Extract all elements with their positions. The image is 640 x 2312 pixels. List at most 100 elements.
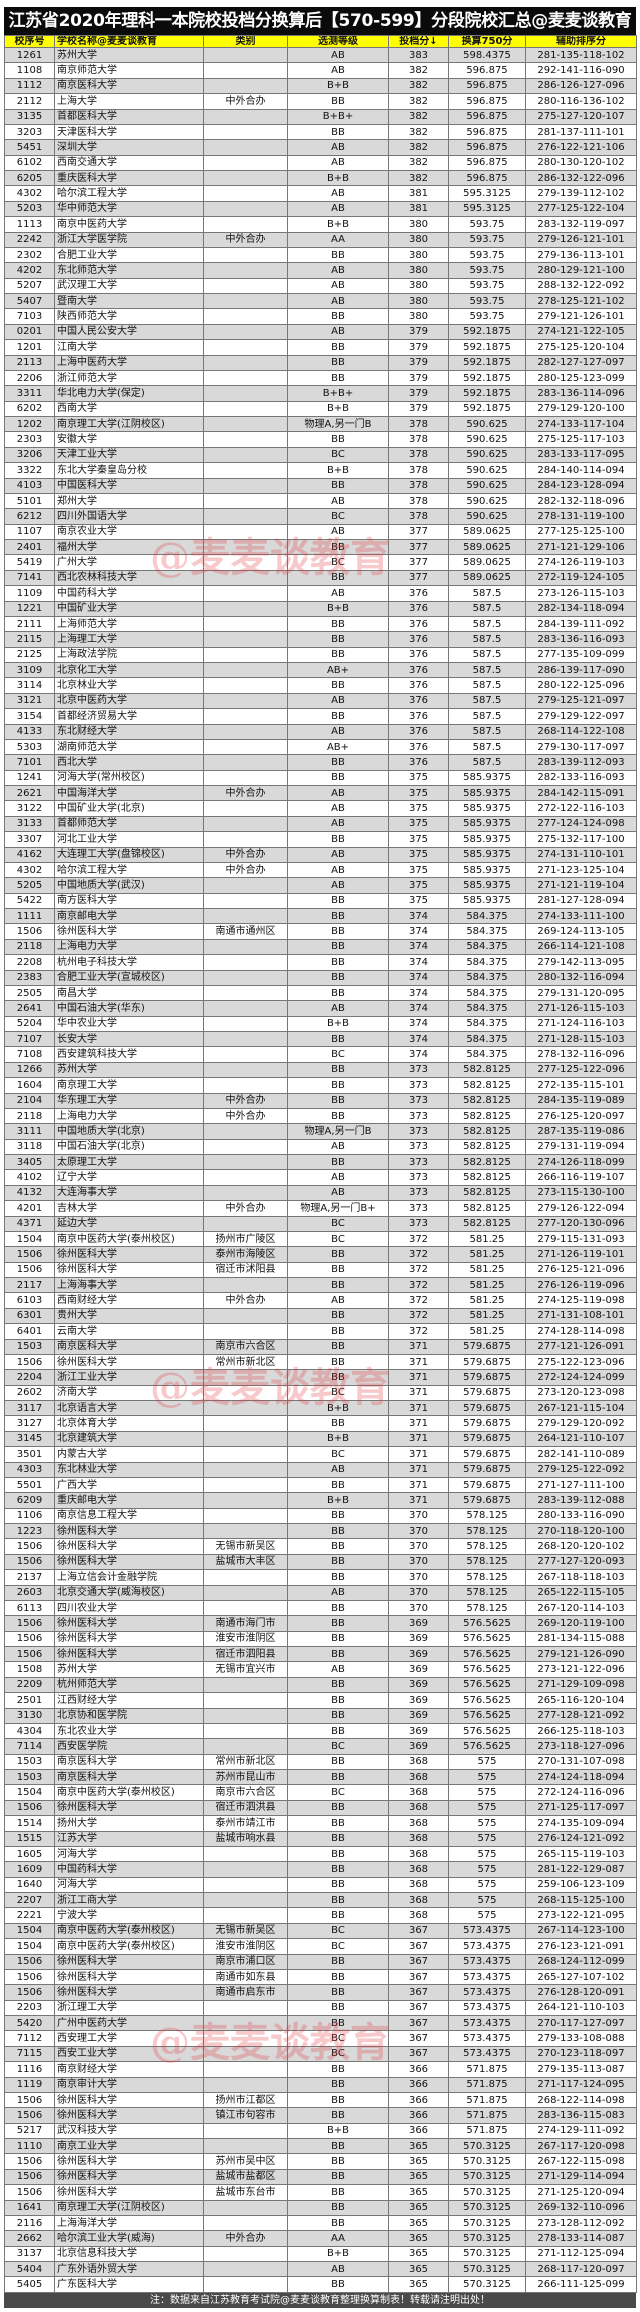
- table-row: 4202 东北师范大学 AB 380 593.75 280-129-121-100: [4, 262, 637, 279]
- cell-score: 370: [388, 1584, 449, 1601]
- cell-score: 375: [388, 800, 449, 817]
- table-row: 5451 深圳大学 AB 382 596.875 276-122-121-106: [4, 139, 637, 156]
- cell-score: 370: [388, 1507, 449, 1525]
- cell-score: 372: [388, 1276, 449, 1294]
- cell-score: 382: [388, 108, 449, 125]
- cell-category: 镇江市句容市: [203, 2107, 288, 2124]
- cell-converted-score: 570.3125: [448, 2137, 526, 2155]
- cell-converted-score: 581.25: [448, 1323, 526, 1340]
- cell-converted-score: 575: [448, 1815, 526, 1832]
- cell-rank-score: 277-120-130-096: [525, 1215, 637, 1232]
- cell-score: 368: [388, 1830, 449, 1847]
- cell-code: 1604: [4, 1077, 55, 1094]
- table-row: 1604 南京理工大学 BB 373 582.8125 272-135-115-101: [4, 1077, 637, 1094]
- cell-category: [203, 139, 288, 156]
- cell-category: [203, 1599, 288, 1617]
- table-row: 5419 广州大学 BC 377 589.0625 274-126-119-103: [4, 554, 637, 571]
- table-row: 1241 河海大学(常州校区) BB 375 585.9375 282-133-116-0…: [4, 769, 637, 787]
- table-row: 1508 苏州大学 无锡市宜兴市 AB 369 576.5625 273-121-122-0…: [4, 1661, 637, 1678]
- cell-subject-level: BB: [287, 1768, 389, 1786]
- table-row: 3122 中国矿业大学(北京) AB 375 585.9375 272-122-116-1…: [4, 800, 637, 817]
- cell-rank-score: 279-136-113-101: [525, 246, 637, 264]
- cell-category: 南通市海门市: [203, 1615, 288, 1632]
- cell-code: 1506: [4, 923, 55, 940]
- table-row: 1641 南京理工大学(江阴校区) BB 365 570.3125 269-132-110…: [4, 2199, 637, 2216]
- cell-subject-level: AB: [287, 585, 389, 602]
- cell-converted-score: 575: [448, 1845, 526, 1863]
- cell-converted-score: 570.3125: [448, 2199, 526, 2216]
- cell-converted-score: 584.375: [448, 938, 526, 956]
- table-row: 1506 徐州医科大学 盐城市东台市 BB 365 570.3125 271-125-120…: [4, 2184, 637, 2201]
- cell-school-name: 南京医科大学: [54, 1338, 204, 1355]
- cell-category: [203, 1461, 288, 1478]
- cell-code: 1506: [4, 1615, 55, 1632]
- cell-converted-score: 585.9375: [448, 892, 526, 910]
- cell-rank-score: 270-118-120-100: [525, 1522, 637, 1540]
- cell-converted-score: 587.5: [448, 585, 526, 602]
- cell-rank-score: 284-123-128-094: [525, 477, 637, 494]
- cell-score: 375: [388, 784, 449, 802]
- cell-converted-score: 582.8125: [448, 1200, 526, 1217]
- header-code: 校序号: [4, 35, 55, 48]
- cell-code: 1506: [4, 2184, 55, 2201]
- cell-converted-score: 573.4375: [448, 2014, 526, 2032]
- cell-rank-score: 277-128-121-092: [525, 1707, 637, 1724]
- table-row: 1119 南京审计大学 BB 366 571.875 271-117-124-095: [4, 2076, 637, 2093]
- cell-rank-score: 271-129-114-094: [525, 2168, 637, 2186]
- cell-rank-score: 286-126-127-096: [525, 77, 637, 95]
- cell-score: 382: [388, 77, 449, 95]
- cell-subject-level: BC: [287, 1230, 389, 1248]
- table-row: 3109 北京化工大学 AB+ 376 587.5 286-139-117-090: [4, 661, 637, 679]
- cell-school-name: 首都医科大学: [54, 108, 204, 125]
- cell-score: 367: [388, 2014, 449, 2032]
- cell-rank-score: 266-114-121-108: [525, 938, 637, 956]
- cell-rank-score: 279-131-120-095: [525, 984, 637, 1002]
- cell-school-name: 徐州医科大学: [54, 1968, 204, 1986]
- cell-converted-score: 571.875: [448, 2061, 526, 2078]
- cell-code: 6301: [4, 1307, 55, 1325]
- cell-converted-score: 584.375: [448, 969, 526, 986]
- cell-score: 380: [388, 216, 449, 233]
- cell-school-name: 徐州医科大学: [54, 2184, 204, 2201]
- cell-converted-score: 571.875: [448, 2076, 526, 2093]
- cell-school-name: 中国海洋大学: [54, 784, 204, 802]
- cell-school-name: 云南大学: [54, 1323, 204, 1340]
- cell-converted-score: 581.25: [448, 1307, 526, 1325]
- cell-converted-score: 592.1875: [448, 339, 526, 356]
- cell-subject-level: BB: [287, 831, 389, 848]
- cell-category: 淮安市淮阴区: [203, 1630, 288, 1648]
- cell-category: [203, 1907, 288, 1924]
- cell-category: [203, 462, 288, 479]
- cell-school-name: 北京协和医学院: [54, 1707, 204, 1724]
- table-row: 4302 哈尔滨工程大学 中外合办 AB 375 585.9375 271-123-125-…: [4, 861, 637, 879]
- cell-rank-score: 275-122-123-096: [525, 1353, 637, 1371]
- cell-code: 6113: [4, 1599, 55, 1617]
- cell-code: 7112: [4, 2030, 55, 2047]
- cell-rank-score: 280-116-136-102: [525, 93, 637, 110]
- table-row: 5501 广西大学 BB 371 579.6875 271-127-111-100: [4, 1476, 637, 1494]
- cell-school-name: 深圳大学: [54, 139, 204, 156]
- cell-score: 370: [388, 1553, 449, 1571]
- table-body: 1261 苏州大学 AB 383 598.4375 281-135-118-102 1108…: [4, 46, 637, 2293]
- cell-score: 365: [388, 2276, 449, 2293]
- cell-school-name: 北京交通大学(威海校区): [54, 1584, 204, 1601]
- cell-converted-score: 576.5625: [448, 1707, 526, 1724]
- cell-school-name: 哈尔滨工业大学(威海): [54, 2230, 204, 2247]
- cell-subject-level: AB: [287, 1169, 389, 1186]
- cell-subject-level: 物理A,另一门B: [287, 1123, 389, 1140]
- table-row: 2207 浙江工商大学 BB 368 575 268-115-125-100: [4, 1891, 637, 1909]
- cell-subject-level: AB: [287, 154, 389, 172]
- cell-code: 3203: [4, 123, 55, 141]
- cell-school-name: 徐州医科大学: [54, 1553, 204, 1571]
- cell-subject-level: AB: [287, 1000, 389, 1017]
- cell-code: 3133: [4, 815, 55, 833]
- cell-converted-score: 582.8125: [448, 1123, 526, 1140]
- cell-school-name: 扬州大学: [54, 1815, 204, 1832]
- cell-code: 1202: [4, 415, 55, 433]
- table-row: 2206 浙江师范大学 BB 379 592.1875 280-125-123-099: [4, 369, 637, 387]
- cell-category: [203, 62, 288, 79]
- cell-code: 2104: [4, 1092, 55, 1109]
- cell-code: 1506: [4, 2091, 55, 2109]
- cell-subject-level: BB: [287, 1645, 389, 1663]
- table-row: 2204 浙江工业大学 BB 371 579.6875 272-124-124-099: [4, 1369, 637, 1386]
